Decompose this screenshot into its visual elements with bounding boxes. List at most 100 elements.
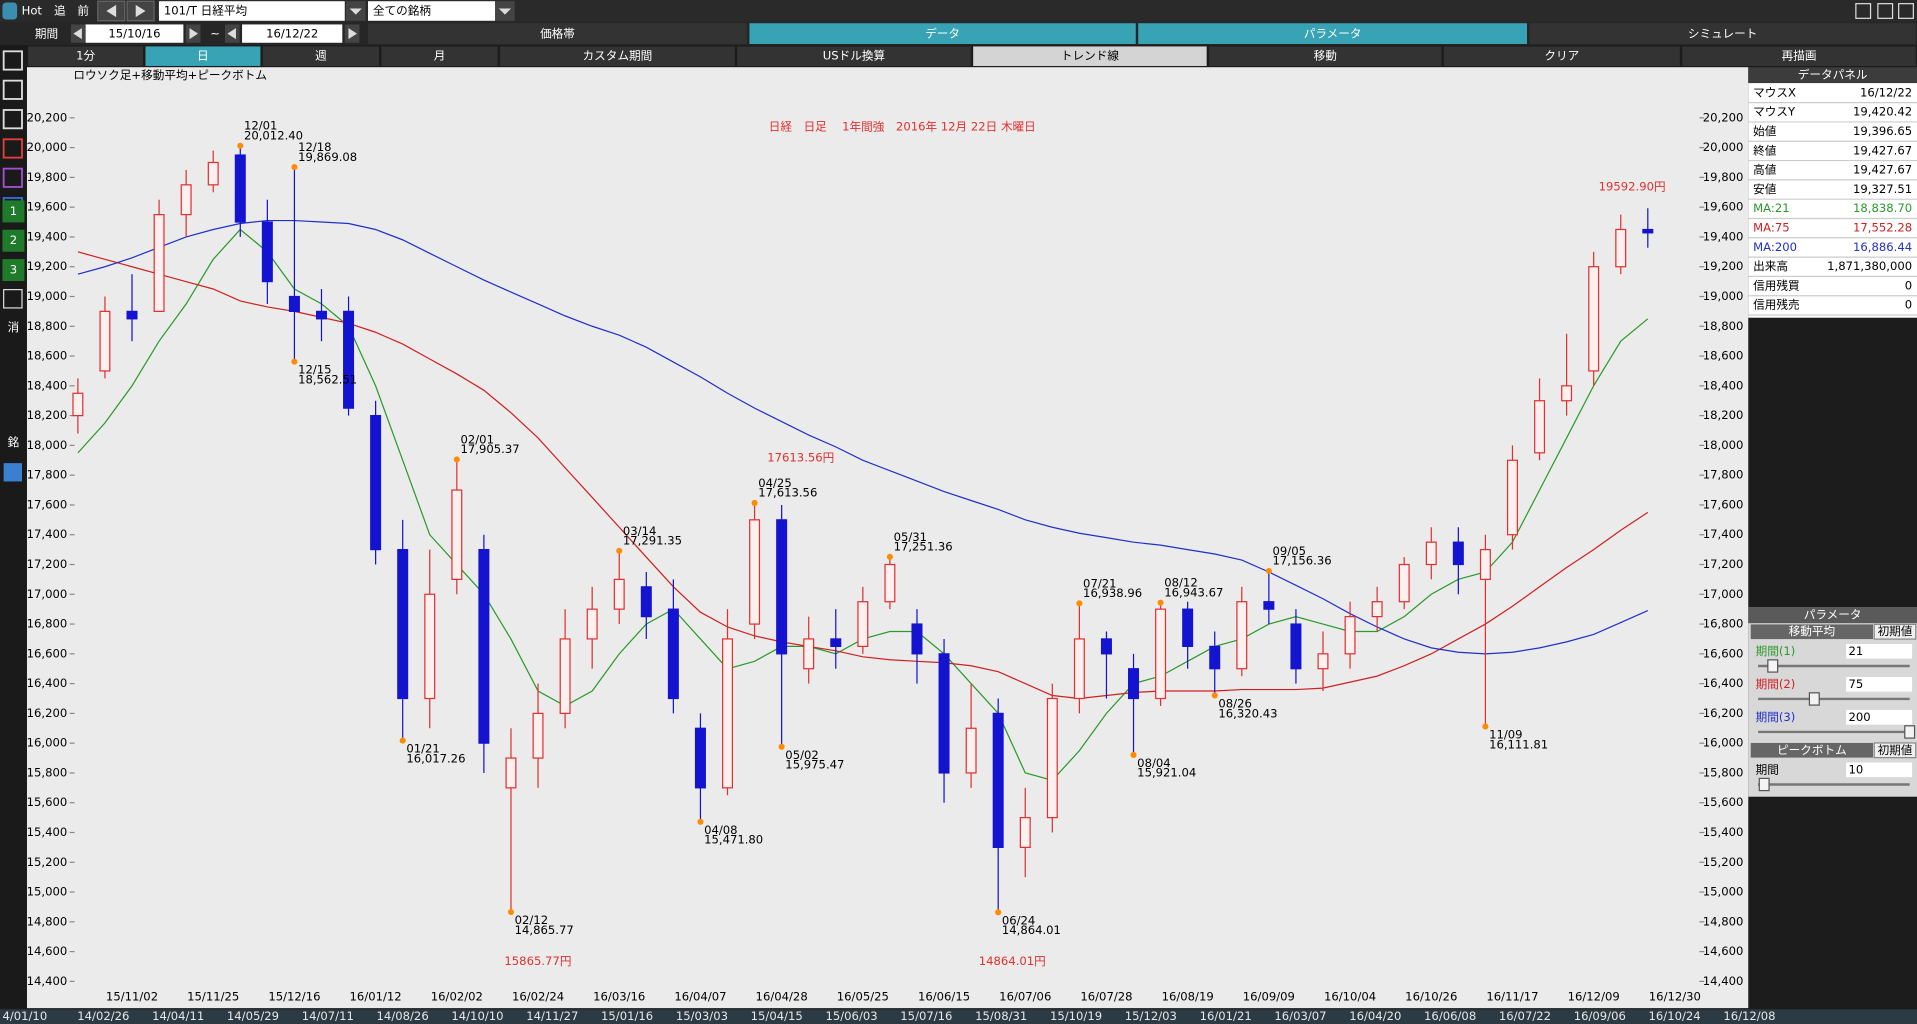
period-input[interactable] — [1846, 676, 1913, 692]
tab[interactable] — [1529, 23, 1916, 44]
dropdown-arrow — [498, 8, 512, 15]
date-box[interactable] — [85, 24, 184, 43]
tool-button-label: 週 — [315, 49, 327, 63]
reset-button[interactable] — [1873, 623, 1917, 640]
period-input[interactable] — [1846, 762, 1913, 778]
sidebar-icon[interactable] — [2, 138, 23, 159]
peak-marker — [995, 909, 1002, 916]
window-button[interactable] — [1898, 3, 1914, 19]
window-button[interactable] — [1855, 3, 1872, 19]
sidebar-icon[interactable] — [2, 167, 23, 188]
candle-body — [1506, 459, 1518, 536]
timeline-label: 15/06/03 — [825, 1009, 877, 1023]
sidebar-label: 銘 — [8, 435, 20, 449]
candle-body — [776, 519, 788, 655]
sidebar-icon[interactable] — [3, 288, 23, 309]
sidebar-num-bg[interactable] — [2, 229, 25, 252]
peak-value: 17,251.36 — [894, 540, 953, 554]
y-tick-label: 16,000 — [27, 736, 68, 750]
sidebar-icon[interactable] — [2, 109, 23, 130]
peak-date: 06/24 — [1002, 913, 1035, 927]
prev-button[interactable]: 前 — [77, 3, 89, 17]
candle-body — [397, 548, 409, 700]
peak-marker — [399, 737, 406, 744]
sidebar-num-bg[interactable] — [2, 200, 25, 223]
tab[interactable] — [1138, 23, 1527, 44]
timeline-label: 14/08/26 — [377, 1009, 429, 1023]
candle-body — [1209, 645, 1221, 670]
tool-button[interactable] — [1682, 46, 1916, 66]
candle-body — [830, 638, 842, 647]
universe-box[interactable] — [367, 1, 496, 21]
x-tick-label: 16/02/02 — [431, 990, 483, 1004]
peak-date: 04/08 — [704, 823, 737, 837]
slider-thumb[interactable] — [1904, 725, 1916, 739]
tool-button[interactable] — [262, 46, 379, 66]
sidebar-icon[interactable] — [2, 79, 23, 100]
sidebar-num-bg[interactable] — [2, 259, 25, 282]
y-tick-label: 15,800 — [1703, 765, 1744, 779]
candle-body — [1371, 601, 1383, 618]
peak-value: 15,921.04 — [1137, 766, 1196, 780]
y-tick-label: 17,200 — [1703, 557, 1744, 571]
step-arrow — [189, 28, 199, 40]
candle-body — [234, 154, 246, 223]
date-box[interactable] — [242, 24, 343, 43]
data-value: 0 — [1905, 278, 1912, 292]
tool-button[interactable] — [973, 46, 1207, 66]
sidebar-label: 消 — [8, 320, 20, 334]
tool-button[interactable] — [500, 46, 735, 66]
period-input[interactable] — [1846, 709, 1913, 725]
x-tick-label: 15/12/16 — [268, 990, 320, 1004]
tilde: ~ — [210, 27, 220, 41]
end-date: 16/12/22 — [266, 27, 318, 41]
tool-button[interactable] — [145, 46, 261, 66]
data-value: 19,427.67 — [1853, 163, 1912, 177]
candle-body — [1588, 266, 1600, 372]
universe: 全ての銘柄 — [373, 3, 431, 17]
tab[interactable] — [367, 23, 747, 44]
slider-thumb[interactable] — [1758, 777, 1770, 792]
period-input[interactable] — [1846, 643, 1913, 659]
data-label: MA:200 — [1753, 240, 1797, 254]
timeline-label: 15/12/03 — [1125, 1009, 1177, 1023]
peak-marker — [1157, 599, 1164, 606]
peak-value: 15,471.80 — [704, 833, 763, 847]
candle-body — [640, 586, 652, 618]
sidebar-icon[interactable] — [2, 50, 23, 71]
peak-value: 16,320.43 — [1218, 706, 1277, 720]
hot-button[interactable]: Hot — [22, 3, 43, 17]
y-tick-label: 15,000 — [1703, 885, 1744, 899]
tab-label: シミュレート — [1688, 27, 1757, 41]
tab[interactable] — [749, 23, 1136, 44]
slider-thumb[interactable] — [1767, 659, 1779, 673]
data-label: 安値 — [1753, 182, 1777, 196]
timeline-label: 14/07/11 — [302, 1009, 354, 1023]
sidebar — [0, 45, 27, 1009]
x-tick-label: 15/11/02 — [106, 990, 158, 1004]
tool-button[interactable] — [737, 46, 971, 66]
sidebar-icon[interactable] — [3, 463, 23, 482]
candle-body — [965, 727, 977, 774]
reset-button[interactable] — [1873, 742, 1917, 759]
y-tick-label: 17,800 — [1703, 468, 1744, 482]
window-button[interactable] — [1877, 3, 1894, 19]
section-label: ピークボトム — [1777, 743, 1847, 757]
x-tick-label: 16/03/16 — [593, 990, 645, 1004]
y-tick-label: 15,400 — [1703, 825, 1744, 839]
slider-thumb[interactable] — [1808, 692, 1820, 706]
add-button[interactable]: 追 — [54, 3, 66, 17]
y-tick-label: 19,400 — [27, 229, 68, 243]
candle-body — [1344, 615, 1356, 655]
y-tick-label: 15,800 — [27, 765, 68, 779]
x-tick-label: 16/12/30 — [1649, 990, 1701, 1004]
symbol-box[interactable] — [158, 1, 345, 21]
panel-title: データパネル — [1798, 68, 1868, 82]
tool-button[interactable] — [1443, 46, 1680, 66]
tool-button[interactable] — [28, 46, 144, 66]
tool-button[interactable] — [381, 46, 498, 66]
peak-value: 16,938.96 — [1083, 586, 1142, 600]
tool-button[interactable] — [1209, 46, 1442, 66]
moving-average-line — [77, 219, 1649, 655]
y-tick-label: 14,800 — [1703, 914, 1744, 928]
